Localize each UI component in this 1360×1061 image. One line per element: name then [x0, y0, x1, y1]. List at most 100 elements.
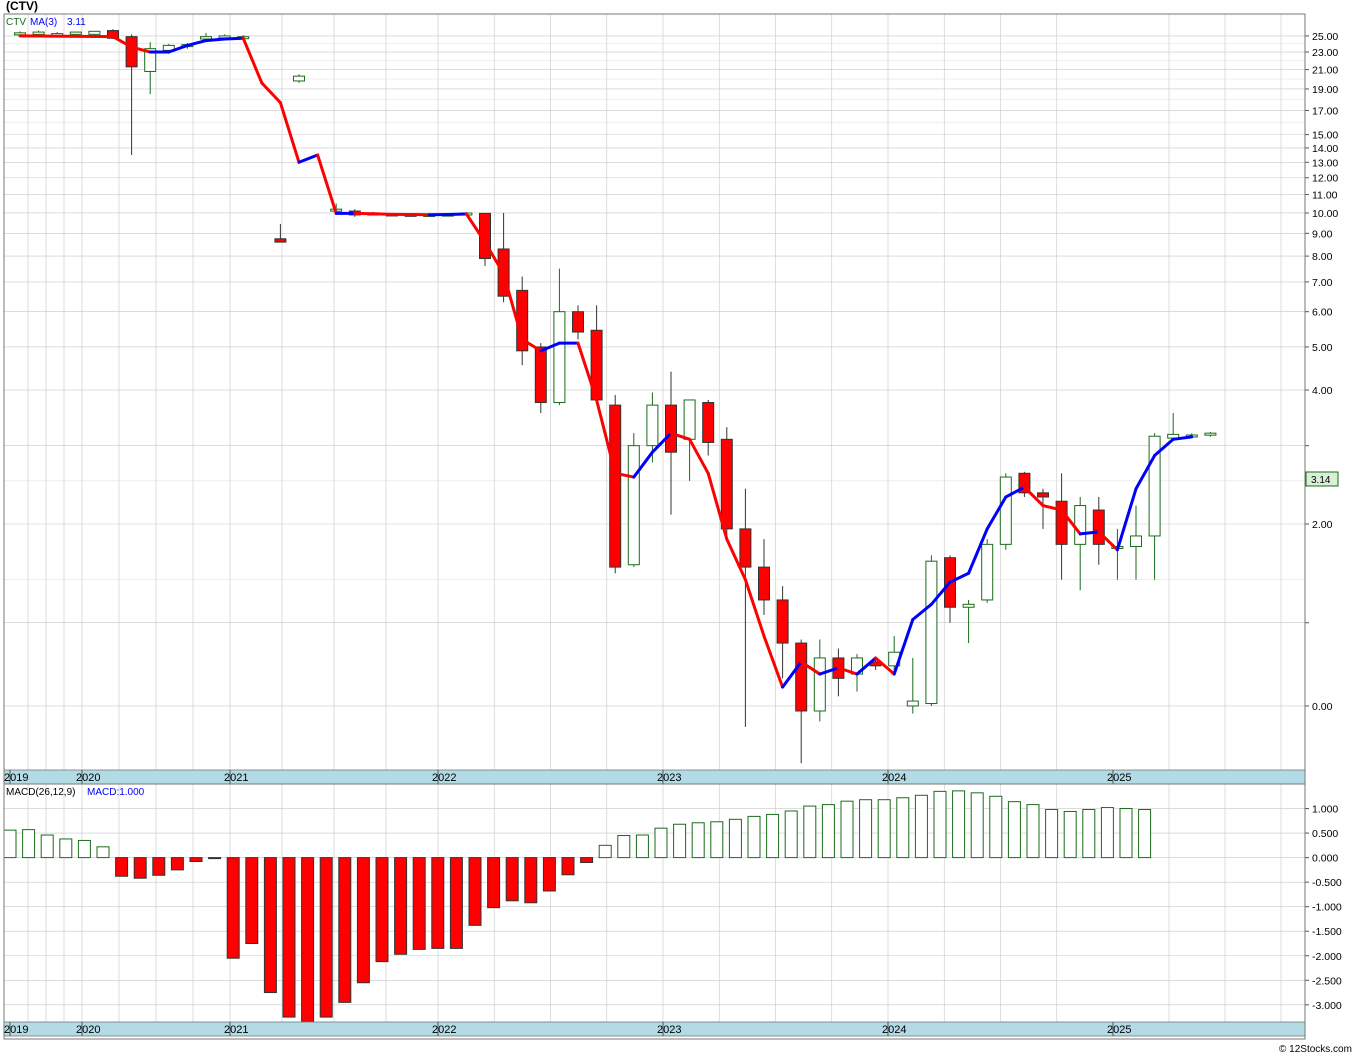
macd-bar-negative: [153, 858, 165, 876]
candle-down: [777, 600, 788, 643]
year-label: 2020: [76, 772, 100, 784]
price-tick-label: 19.00: [1312, 84, 1338, 96]
price-tick-label: 6.00: [1312, 307, 1333, 319]
macd-bar-negative: [450, 858, 462, 949]
candle-down: [535, 347, 546, 403]
macd-bar-positive: [934, 791, 946, 857]
macd-bar-negative: [376, 858, 388, 962]
macd-bar-negative: [227, 858, 239, 959]
macd-tick-label: -1.000: [1312, 902, 1342, 914]
legend-ma-label: MA(3): [30, 17, 57, 28]
candle-up: [89, 31, 100, 34]
legend-ma-value: 3.11: [67, 17, 86, 28]
macd-bar-positive: [655, 828, 667, 857]
price-tick-label: 14.00: [1312, 143, 1338, 155]
candle-up: [33, 32, 44, 34]
macd-bar-positive: [23, 830, 35, 858]
price-tick-label: 0.00: [1312, 701, 1333, 713]
year-label: 2025: [1107, 772, 1131, 784]
macd-bar-positive: [1064, 811, 1076, 857]
macd-bar-negative: [432, 858, 444, 949]
candle-down: [796, 643, 807, 711]
macd-bar-positive: [1083, 810, 1095, 858]
chart-title: (CTV): [6, 0, 38, 13]
price-tick-label: 9.00: [1312, 228, 1333, 240]
candle-down: [721, 439, 732, 529]
candle-up: [926, 561, 937, 703]
macd-bar-positive: [60, 839, 72, 858]
year-label: 2021: [224, 772, 248, 784]
macd-bar-positive: [1101, 808, 1113, 858]
macd-bar-positive: [915, 795, 927, 857]
year-label: 2025: [1107, 1024, 1131, 1036]
year-label: 2023: [657, 772, 681, 784]
year-label: 2019: [4, 772, 28, 784]
macd-legend-label: MACD(26,12,9): [6, 787, 75, 798]
macd-bar-negative: [209, 858, 221, 859]
candle-up: [628, 446, 639, 565]
candle-down: [275, 239, 286, 242]
price-tick-label: 15.00: [1312, 130, 1338, 142]
macd-bar-positive: [729, 819, 741, 857]
macd-bar-positive: [1027, 805, 1039, 858]
price-tick-label: 11.00: [1312, 190, 1338, 202]
macd-bar-negative: [525, 858, 537, 903]
macd-bar-negative: [469, 858, 481, 926]
ma-segment: [448, 214, 467, 215]
year-label: 2021: [224, 1024, 248, 1036]
candle-up: [1205, 433, 1216, 435]
candle-up: [647, 405, 658, 446]
year-label: 2022: [432, 1024, 456, 1036]
macd-bar-positive: [4, 830, 16, 857]
macd-bar-positive: [1120, 809, 1132, 858]
price-tick-label: 12.00: [1312, 173, 1338, 185]
copyright: © 12Stocks.com: [1279, 1044, 1352, 1055]
macd-bar-positive: [860, 800, 872, 858]
candle-down: [610, 405, 621, 567]
macd-tick-label: 0.000: [1312, 853, 1338, 865]
macd-bar-positive: [41, 835, 53, 858]
ma-segment: [206, 39, 225, 41]
price-tick-label: 10.00: [1312, 208, 1338, 220]
price-tick-label: 23.00: [1312, 47, 1338, 59]
ma-segment: [373, 214, 392, 215]
candle-up: [814, 658, 825, 711]
legend-symbol: CTV: [6, 17, 26, 28]
macd-bar-positive: [953, 791, 965, 858]
macd-bar-negative: [395, 858, 407, 955]
candle-up: [907, 701, 918, 706]
macd-bar-positive: [897, 798, 909, 858]
macd-tick-label: 0.500: [1312, 828, 1338, 840]
year-label: 2024: [882, 772, 906, 784]
macd-tick-label: -0.500: [1312, 877, 1342, 889]
price-tick-label: 5.00: [1312, 342, 1333, 354]
macd-bar-negative: [134, 858, 146, 879]
macd-bar-positive: [711, 822, 723, 858]
price-tick-label: 17.00: [1312, 105, 1338, 117]
macd-bar-positive: [748, 816, 760, 857]
macd-bar-positive: [990, 796, 1002, 857]
macd-bar-positive: [804, 806, 816, 858]
macd-bar-negative: [283, 858, 295, 1017]
price-tick-label: 8.00: [1312, 251, 1333, 263]
year-label: 2024: [882, 1024, 906, 1036]
macd-bar-negative: [171, 858, 183, 870]
candle-up: [963, 604, 974, 607]
macd-bar-negative: [264, 858, 276, 993]
macd-bar-positive: [1046, 810, 1058, 858]
macd-bar-negative: [339, 858, 351, 1003]
macd-bar-positive: [599, 845, 611, 857]
candle-down: [1093, 510, 1104, 544]
macd-bar-negative: [357, 858, 369, 983]
candle-up: [70, 32, 81, 34]
ma-segment: [20, 36, 113, 37]
ma-segment: [225, 38, 244, 39]
macd-bar-positive: [674, 824, 686, 857]
macd-tick-label: -2.000: [1312, 951, 1342, 963]
candle-up: [1000, 477, 1011, 544]
macd-bar-negative: [488, 858, 500, 908]
candle-up: [294, 76, 305, 81]
macd-tick-label: 1.000: [1312, 804, 1338, 816]
